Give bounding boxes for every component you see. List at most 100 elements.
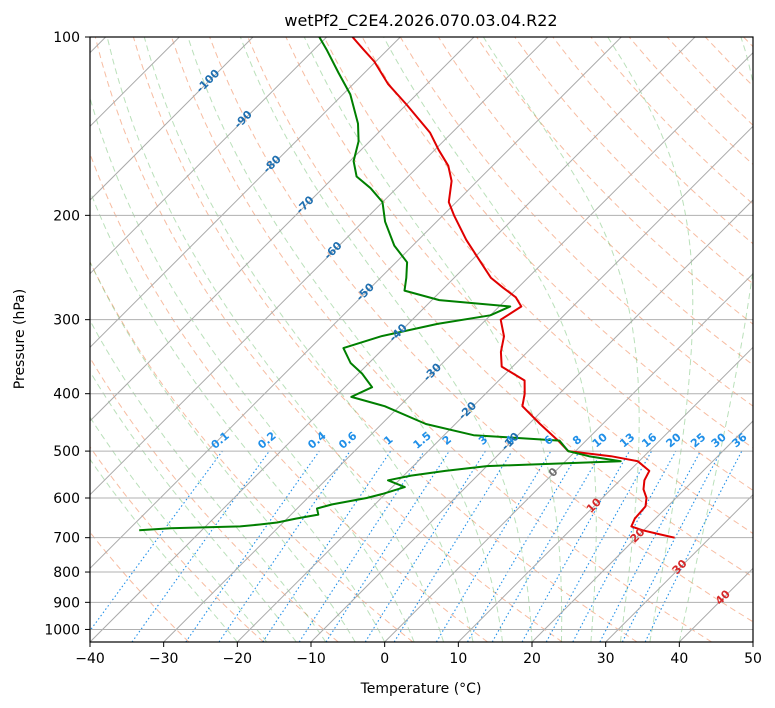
y-tick-label: 500 <box>53 444 80 460</box>
sounding-traces <box>139 37 675 539</box>
y-tick-label: 800 <box>53 565 80 581</box>
dry-adiabat-line <box>171 37 712 642</box>
isotherm-line <box>531 420 753 642</box>
isotherm-label: -100 <box>194 67 223 96</box>
dry-adiabat-line <box>94 37 563 642</box>
y-axis-label: Pressure (hPa) <box>12 289 28 389</box>
mixing-ratio-line <box>521 450 630 642</box>
y-tick-label: 400 <box>53 387 80 403</box>
dewpoint-trace <box>139 37 622 532</box>
isotherm-line <box>752 641 753 642</box>
dry-adiabat-line <box>666 37 753 126</box>
isotherm-line <box>90 37 696 642</box>
dry-adiabats <box>90 37 753 642</box>
isotherm-line <box>457 346 753 642</box>
x-tick-label: −10 <box>296 651 326 667</box>
dry-adiabat-line <box>90 356 339 642</box>
x-axis-label: Temperature (°C) <box>360 681 482 697</box>
x-tick-label: −40 <box>75 651 105 667</box>
y-tick-label: 900 <box>53 595 80 611</box>
mixing-ratio-line <box>298 450 425 642</box>
y-tick-label: 1000 <box>44 622 80 638</box>
moist-adiabat-line <box>106 37 445 642</box>
moist-adiabat-line <box>607 37 694 642</box>
dry-adiabat-line <box>285 37 753 535</box>
isotherm-line <box>90 37 254 201</box>
dry-adiabat-line <box>437 37 753 366</box>
mixing-ratio-label: 0.2 <box>255 429 278 451</box>
mixing-ratio-line <box>599 450 701 642</box>
isotherm-line <box>678 567 753 642</box>
moist-adiabat-line <box>187 37 503 642</box>
x-axis: −40 −30 −20 −10 0 10 20 30 40 50 <box>75 642 762 667</box>
mixing-ratio-line <box>262 450 392 642</box>
plot-frame <box>89 36 754 643</box>
isotherm-label: 0 <box>546 465 561 480</box>
isotherm-line <box>90 37 328 275</box>
moist-adiabat-line <box>90 189 386 642</box>
dry-adiabat-line <box>704 37 753 87</box>
mixing-ratio-line <box>364 450 486 642</box>
y-tick-label: 100 <box>53 30 80 46</box>
isotherm-line <box>90 37 475 422</box>
moist-adiabat-line <box>143 37 474 642</box>
temperature-trace <box>351 37 675 539</box>
mixing-ratio-line <box>185 450 320 642</box>
dry-adiabat-line <box>476 37 753 325</box>
moist-adiabat-line <box>239 37 533 642</box>
dry-adiabat-line <box>590 37 753 205</box>
x-tick-label: −20 <box>223 651 253 667</box>
dry-adiabat-line <box>209 37 753 623</box>
isotherm-line <box>310 199 753 642</box>
dry-adiabat-line <box>90 531 190 642</box>
mixing-ratio-label: 1 <box>381 433 395 448</box>
mixing-ratio-line <box>131 450 270 642</box>
mixing-ratio-line <box>545 450 653 642</box>
isotherm-label: 40 <box>713 587 733 607</box>
dry-adiabat-line <box>132 37 638 642</box>
isotherm-label: -90 <box>232 108 255 131</box>
x-tick-label: 10 <box>449 651 467 667</box>
y-tick-label: 300 <box>53 313 80 329</box>
moist-adiabat-line <box>90 260 356 642</box>
x-tick-label: 0 <box>380 651 389 667</box>
isotherm-label: -10 <box>499 430 522 453</box>
y-tick-label: 200 <box>53 208 80 224</box>
isobar-gridlines <box>90 37 753 630</box>
isotherm-label: 30 <box>670 557 690 577</box>
isotherm-line <box>605 493 753 642</box>
x-tick-label: 50 <box>744 651 762 667</box>
isotherm-line <box>384 272 753 642</box>
mixing-ratio-lines <box>90 450 743 642</box>
moist-adiabat-line <box>678 37 753 642</box>
mixing-ratio-line <box>393 450 513 642</box>
isotherm-line <box>90 37 549 496</box>
mixing-ratio-line <box>644 450 743 642</box>
mixing-ratio-line <box>325 450 450 642</box>
mixing-ratio-label: 0.1 <box>209 429 232 451</box>
isotherm-line <box>236 125 753 642</box>
moist-adiabat-line <box>90 416 268 642</box>
moist-adiabat-line <box>90 370 297 642</box>
mixing-ratio-line <box>90 450 223 632</box>
x-tick-label: −30 <box>149 651 179 667</box>
dry-adiabat-line <box>323 37 753 491</box>
moist-adiabat-line <box>383 37 597 642</box>
isotherm-line <box>90 37 401 349</box>
isotherm-label: -30 <box>421 360 444 383</box>
moist-adiabat-line <box>90 458 238 642</box>
mixing-ratio-line <box>218 450 351 642</box>
chart-title: wetPf2_C2E4.2026.070.03.04.R22 <box>284 11 557 31</box>
mixing-ratio-label: 8 <box>570 433 584 448</box>
isotherm-line <box>163 51 753 642</box>
mixing-ratio-label: 0.6 <box>336 429 360 452</box>
x-tick-label: 30 <box>597 651 615 667</box>
mixing-ratio-line <box>572 450 677 642</box>
y-tick-label: 600 <box>53 491 80 507</box>
y-tick-label: 700 <box>53 531 80 547</box>
dry-adiabat-line <box>743 37 753 48</box>
x-tick-label: 20 <box>523 651 541 667</box>
isotherm-label: -60 <box>321 239 344 262</box>
dry-adiabat-line <box>247 37 753 578</box>
